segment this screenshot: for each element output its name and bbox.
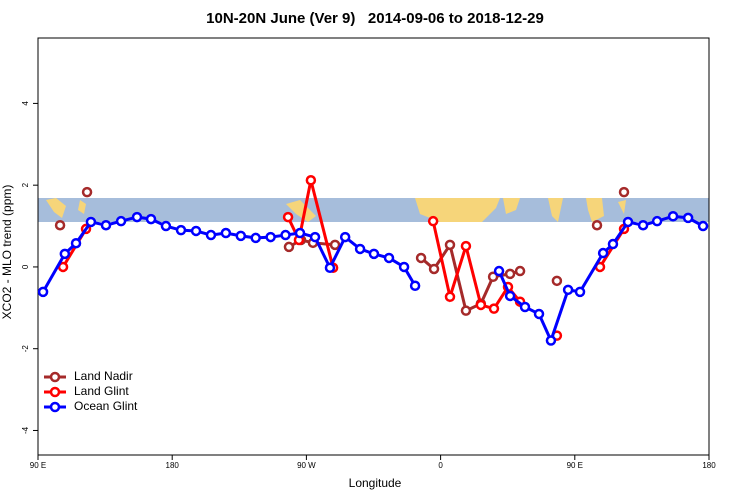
data-point xyxy=(294,227,306,239)
y-axis-label: XCO2 - MLO trend (ppm) xyxy=(0,185,14,320)
data-point xyxy=(533,308,545,320)
data-point xyxy=(607,238,619,250)
data-point xyxy=(85,216,97,228)
data-point xyxy=(339,231,351,243)
x-axis-label: Longitude xyxy=(349,476,402,490)
x-tick-label: 180 xyxy=(702,461,716,470)
data-point xyxy=(368,248,380,260)
data-point xyxy=(398,261,410,273)
land-shapes xyxy=(46,198,626,222)
legend-label: Land Glint xyxy=(74,384,129,398)
data-point xyxy=(488,303,500,314)
plot-frame xyxy=(37,37,710,456)
data-point xyxy=(190,225,202,237)
legend-marker xyxy=(49,386,61,398)
data-point xyxy=(622,216,634,228)
data-point xyxy=(487,271,499,283)
data-point xyxy=(514,265,526,277)
data-point xyxy=(667,210,679,222)
data-point xyxy=(280,229,291,241)
data-point xyxy=(427,215,439,227)
data-point xyxy=(354,243,366,255)
data-point xyxy=(220,227,232,239)
y-tick-label: -4 xyxy=(21,426,30,434)
data-point xyxy=(428,263,440,275)
data-point xyxy=(697,220,709,232)
y-tick-label: 2 xyxy=(21,182,30,187)
data-point xyxy=(283,241,295,253)
y-tick-label: 0 xyxy=(21,264,30,269)
chart-title: 10N-20N June (Ver 9) 2014-09-06 to 2018-… xyxy=(206,10,544,27)
data-point xyxy=(81,186,93,198)
data-point xyxy=(444,239,456,251)
data-point xyxy=(493,265,505,277)
x-tick-label: 180 xyxy=(166,461,180,470)
data-point xyxy=(100,219,112,231)
data-point xyxy=(309,231,321,243)
data-point xyxy=(282,211,294,223)
data-point xyxy=(460,240,472,252)
x-tick-label: 90 E xyxy=(30,461,46,470)
data-point xyxy=(59,248,71,260)
data-point xyxy=(545,335,557,346)
data-point xyxy=(305,175,317,186)
legend-label: Ocean Glint xyxy=(74,399,138,413)
data-point xyxy=(205,229,217,241)
y-tick-label: -2 xyxy=(21,345,30,353)
data-point xyxy=(54,219,66,231)
x-tick-label: 90 W xyxy=(297,461,316,470)
data-point xyxy=(160,220,172,232)
data-point xyxy=(250,232,261,244)
data-point xyxy=(562,284,574,296)
data-point xyxy=(235,230,247,242)
legend-label: Land Nadir xyxy=(74,369,133,383)
data-point xyxy=(70,237,82,249)
data-point xyxy=(415,252,427,264)
y-tick-label: 4 xyxy=(21,101,30,106)
legend-marker xyxy=(49,371,61,383)
data-point xyxy=(591,219,603,231)
data-point xyxy=(574,286,586,298)
data-point xyxy=(597,247,609,259)
data-point xyxy=(383,252,395,264)
data-point xyxy=(265,231,276,243)
data-point xyxy=(519,301,531,313)
data-point xyxy=(409,280,421,291)
legend-marker xyxy=(49,401,61,413)
data-point xyxy=(475,299,487,311)
data-point xyxy=(131,211,143,223)
data-point xyxy=(618,186,630,198)
x-tick-label: 90 E xyxy=(567,461,583,470)
data-point xyxy=(504,290,516,302)
data-point xyxy=(37,286,49,298)
data-point xyxy=(175,224,187,236)
data-point xyxy=(324,262,336,274)
x-tick-label: 0 xyxy=(438,461,443,470)
data-point xyxy=(682,212,694,224)
data-point xyxy=(329,239,341,251)
data-point xyxy=(551,275,563,287)
data-point xyxy=(637,219,649,231)
data-point xyxy=(460,305,472,316)
data-point xyxy=(115,215,127,227)
data-point xyxy=(444,291,456,303)
series-line xyxy=(41,214,704,345)
data-point xyxy=(504,268,516,280)
data-point xyxy=(145,213,157,225)
data-point xyxy=(651,215,663,227)
